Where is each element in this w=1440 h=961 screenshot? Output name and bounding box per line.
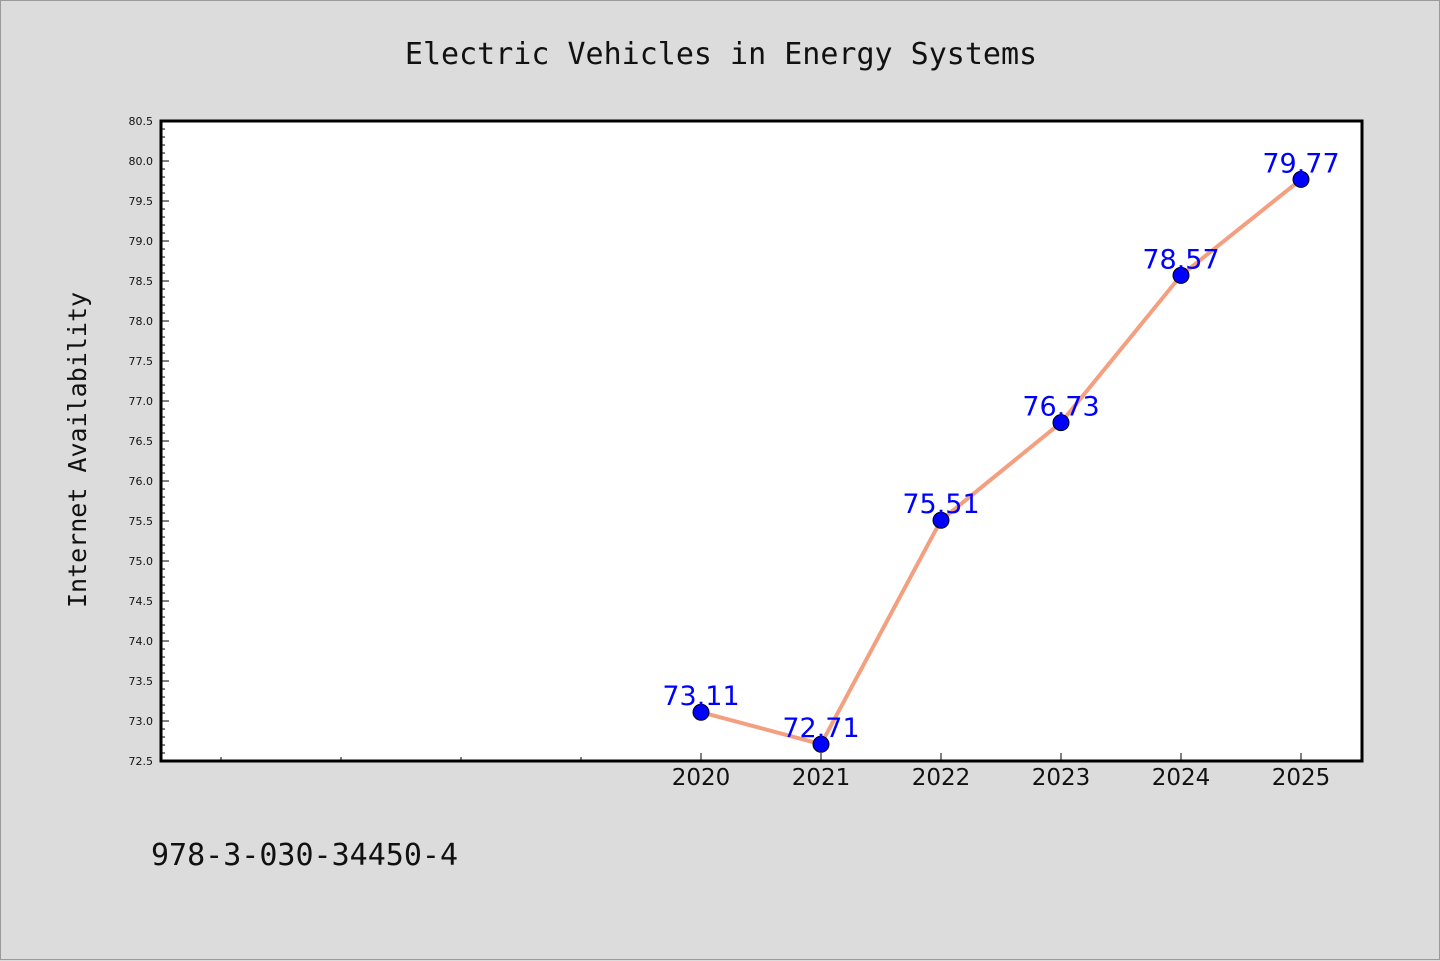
data-point — [932, 511, 950, 529]
y-tick-label: 79.5 — [129, 195, 154, 208]
y-tick-label: 73.5 — [129, 675, 154, 688]
x-tick-label: 2024 — [1152, 765, 1211, 791]
series-group: 73.11 72.71 75.51 76.73 78.57 79.77 — [662, 148, 1340, 753]
y-tick-label: 77.0 — [129, 395, 154, 408]
y-axis-ticks: 72.5 73.0 73.5 74.0 74.5 75.0 75.5 76.0 76.5 77.0… — [129, 115, 169, 768]
y-tick-label: 78.0 — [129, 315, 154, 328]
y-tick-label: 80.0 — [129, 155, 154, 168]
y-tick-label: 74.0 — [129, 635, 154, 648]
data-point — [1292, 170, 1310, 188]
y-tick-label: 75.5 — [129, 515, 154, 528]
data-label: 76.73 — [1022, 392, 1099, 423]
y-tick-label: 77.5 — [129, 355, 154, 368]
data-label: 72.71 — [782, 713, 859, 744]
y-tick-label: 78.5 — [129, 275, 154, 288]
x-axis-ticks: 2020 2021 2022 2023 2024 2025 — [220, 753, 1331, 791]
y-tick-label: 80.5 — [129, 115, 154, 128]
data-label: 75.51 — [902, 489, 979, 520]
data-point — [812, 735, 830, 753]
x-tick-label: 2025 — [1272, 765, 1331, 791]
data-point — [692, 703, 710, 721]
x-tick-label: 2020 — [672, 765, 731, 791]
chart-title: Electric Vehicles in Energy Systems — [405, 37, 1037, 72]
x-tick-label: 2023 — [1032, 765, 1091, 791]
y-tick-label: 76.5 — [129, 435, 154, 448]
data-label: 73.11 — [662, 681, 739, 712]
plot-area — [159, 119, 1364, 763]
y-tick-label: 74.5 — [129, 595, 154, 608]
x-tick-label: 2021 — [792, 765, 851, 791]
x-tick-label: 2022 — [912, 765, 971, 791]
y-axis-label: Internet Availability — [63, 292, 92, 608]
data-label: 78.57 — [1142, 244, 1219, 275]
y-tick-label: 75.0 — [129, 555, 154, 568]
series-line — [700, 177, 1303, 747]
y-tick-label: 79.0 — [129, 235, 154, 248]
y-tick-label: 76.0 — [129, 475, 154, 488]
data-point — [1172, 266, 1190, 284]
data-point — [1052, 414, 1070, 432]
isbn-text: 978-3-030-34450-4 — [151, 838, 458, 873]
y-tick-label: 72.5 — [129, 755, 154, 768]
data-label: 79.77 — [1262, 148, 1339, 179]
y-tick-label: 73.0 — [129, 715, 154, 728]
